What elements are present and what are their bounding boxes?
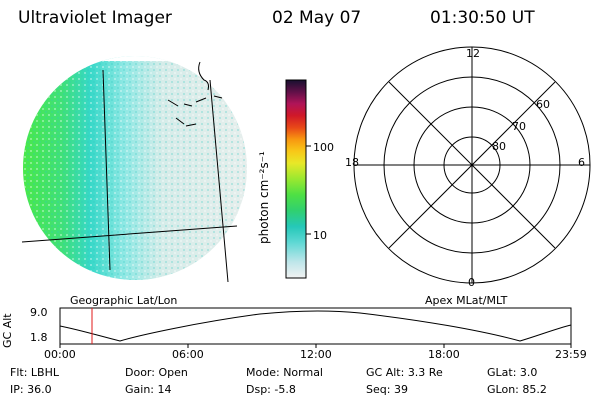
status-gain-value: 14	[157, 383, 172, 396]
status-dsp-value: -5.8	[274, 383, 296, 396]
status-mode-value: Normal	[283, 366, 323, 379]
status-door-label: Door:	[125, 366, 155, 379]
mlt-label-0: 0	[468, 276, 475, 289]
time-tick-1800: 18:00	[428, 348, 460, 361]
date-label: 02 May 07	[272, 8, 362, 28]
geographic-label: Geographic Lat/Lon	[70, 294, 178, 307]
status-glon-value: 85.2	[522, 383, 547, 396]
altitude-plot-frame	[59, 307, 572, 345]
lat-label-60: 60	[536, 98, 550, 111]
time-tick-2359: 23:59	[555, 348, 587, 361]
status-gc-alt-label: GC Alt:	[366, 366, 405, 379]
status-seq-label: Seq:	[366, 383, 391, 396]
status-door-value: Open	[158, 366, 188, 379]
altitude-curve	[59, 310, 572, 342]
status-gc-alt-value: 3.3 Re	[407, 366, 443, 379]
time-tick-0000: 00:00	[44, 348, 76, 361]
altitude-tick-9: 9.0	[30, 306, 48, 319]
status-ip-label: IP:	[10, 383, 24, 396]
mlt-label-12: 12	[466, 47, 480, 60]
status-seq: Seq: 39	[366, 383, 408, 396]
altitude-tick-1-8: 1.8	[30, 331, 48, 344]
status-ip-value: 36.0	[27, 383, 52, 396]
time-tick-0600: 06:00	[172, 348, 204, 361]
status-gain: Gain: 14	[125, 383, 172, 396]
lat-label-80: 80	[492, 140, 506, 153]
instrument-title: Ultraviolet Imager	[18, 8, 172, 28]
status-seq-value: 39	[393, 383, 408, 396]
status-glon: GLon: 85.2	[487, 383, 547, 396]
status-ip: IP: 36.0	[10, 383, 52, 396]
earth-disk	[23, 56, 247, 280]
time-tick-1200: 12:00	[300, 348, 332, 361]
status-glat-value: 3.0	[519, 366, 538, 379]
time-label: 01:30:50 UT	[430, 8, 535, 28]
status-glon-label: GLon:	[487, 383, 519, 396]
colorbar-tick-10: 10	[313, 229, 327, 242]
status-dsp: Dsp: -5.8	[246, 383, 296, 396]
colorbar-tick-100: 100	[313, 141, 334, 154]
status-flt-label: Flt:	[10, 366, 28, 379]
apex-label: Apex MLat/MLT	[425, 294, 508, 307]
colorbar	[285, 79, 311, 279]
status-gain-label: Gain:	[125, 383, 154, 396]
status-flt-value: LBHL	[30, 366, 59, 379]
status-glat: GLat: 3.0	[487, 366, 537, 379]
altitude-axis-label: GC Alt	[1, 313, 14, 348]
status-gc-alt: GC Alt: 3.3 Re	[366, 366, 443, 379]
lat-label-70: 70	[512, 120, 526, 133]
mlt-label-18: 18	[345, 156, 359, 169]
status-mode-label: Mode:	[246, 366, 280, 379]
geographic-grid	[21, 61, 238, 283]
status-mode: Mode: Normal	[246, 366, 323, 379]
status-flt: Flt: LBHL	[10, 366, 59, 379]
status-door: Door: Open	[125, 366, 188, 379]
mlt-label-6: 6	[578, 156, 585, 169]
status-dsp-label: Dsp:	[246, 383, 271, 396]
status-glat-label: GLat:	[487, 366, 517, 379]
